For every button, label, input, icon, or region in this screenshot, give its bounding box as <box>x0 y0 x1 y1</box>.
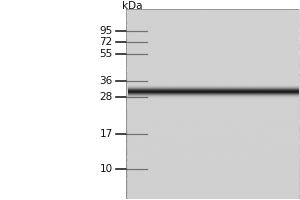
Text: 28: 28 <box>99 92 113 102</box>
Text: 17: 17 <box>99 129 113 139</box>
Text: 72: 72 <box>99 37 113 47</box>
Text: kDa: kDa <box>122 1 142 11</box>
Text: 36: 36 <box>99 76 113 86</box>
Text: 10: 10 <box>100 164 113 174</box>
Text: 95: 95 <box>99 26 113 36</box>
Text: 55: 55 <box>99 49 113 59</box>
Bar <box>126 9 299 199</box>
